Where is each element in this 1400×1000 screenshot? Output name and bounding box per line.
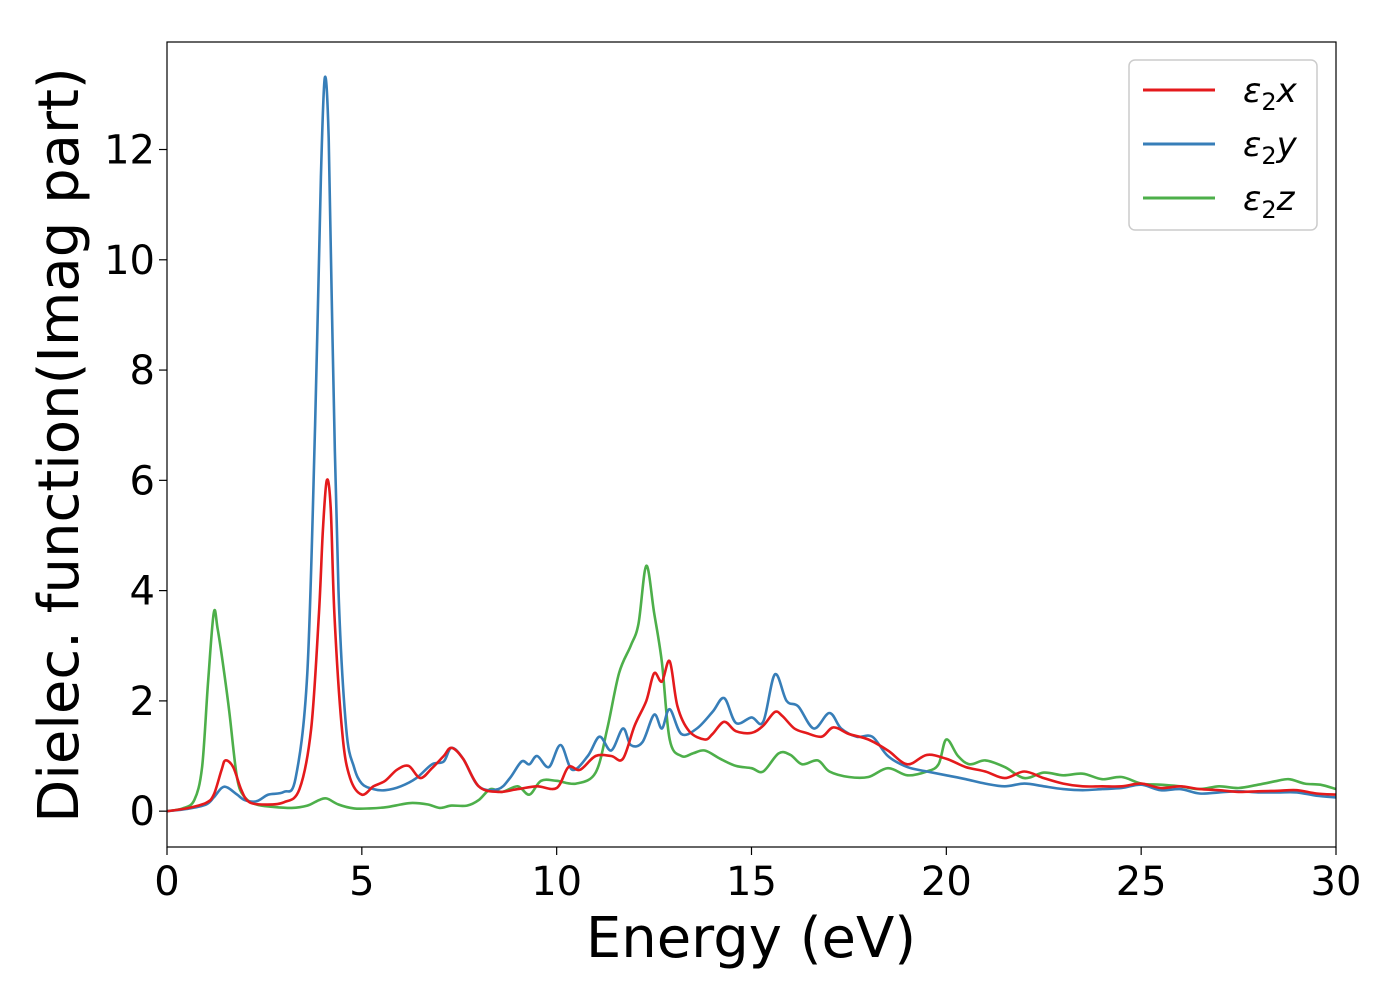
x-tick-label: 15 — [726, 859, 777, 905]
x-axis: 0 5 10 15 20 25 30 — [154, 847, 1361, 905]
series-line-z — [167, 564, 1336, 813]
y-axis: 0 2 4 6 8 10 12 — [104, 128, 167, 835]
y-tick-label: 10 — [104, 238, 155, 284]
y-tick-label: 6 — [130, 458, 155, 504]
y-tick-label: 4 — [130, 569, 155, 615]
x-tick-label: 0 — [154, 859, 179, 905]
legend-box — [1128, 59, 1318, 231]
series-line-x — [167, 478, 1336, 813]
plot-lines — [167, 75, 1336, 813]
y-tick-label: 12 — [104, 128, 155, 174]
x-tick-label: 10 — [531, 859, 582, 905]
y-axis-title: Dielec. function(Imag part) — [27, 67, 92, 823]
legend-label-z: ε2z — [1243, 179, 1296, 224]
x-tick-label: 20 — [921, 859, 972, 905]
y-tick-label: 8 — [130, 348, 155, 394]
legend-label-y: ε2y — [1243, 125, 1298, 170]
y-tick-label: 0 — [130, 789, 155, 835]
legend-label-x: ε2x — [1243, 71, 1298, 116]
legend: ε2x ε2y ε2z — [1128, 59, 1318, 231]
x-tick-label: 5 — [349, 859, 374, 905]
x-tick-label: 25 — [1116, 859, 1167, 905]
series-line-y — [167, 75, 1336, 813]
y-tick-label: 2 — [130, 679, 155, 725]
x-tick-label: 30 — [1311, 859, 1362, 905]
x-axis-title: Energy (eV) — [586, 906, 916, 971]
